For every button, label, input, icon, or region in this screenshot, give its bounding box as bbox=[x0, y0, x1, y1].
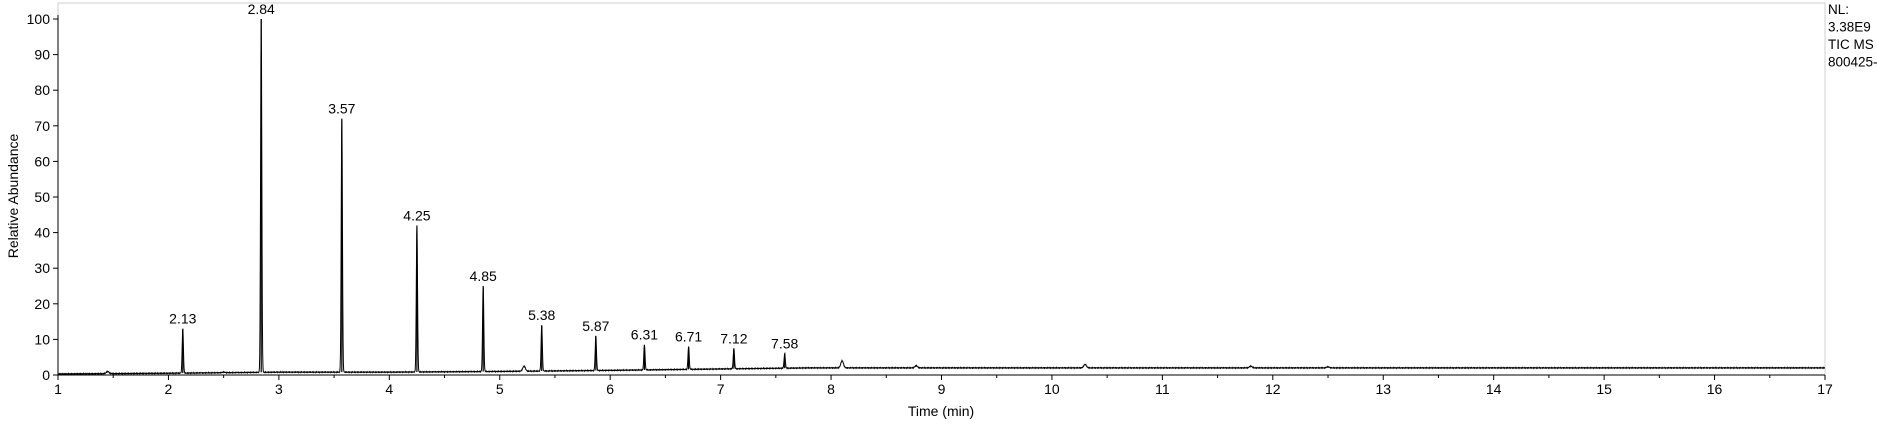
info-line: 800425- bbox=[1828, 55, 1877, 70]
y-axis-ticks: 0 10 20 30 40 50 60 70 80 90 100 bbox=[27, 11, 58, 383]
peak-label: 4.85 bbox=[470, 268, 497, 284]
x-tick-label: 5 bbox=[496, 381, 504, 397]
y-tick-label: 20 bbox=[34, 296, 50, 312]
y-axis-title: Relative Abundance bbox=[5, 134, 21, 259]
x-tick-label: 17 bbox=[1817, 381, 1833, 397]
x-tick-label: 9 bbox=[938, 381, 946, 397]
y-tick-label: 80 bbox=[34, 82, 50, 98]
x-tick-label: 12 bbox=[1265, 381, 1281, 397]
x-tick-label: 7 bbox=[717, 381, 725, 397]
y-tick-label: 70 bbox=[34, 118, 50, 134]
info-line: NL: bbox=[1828, 2, 1849, 17]
y-tick-label: 100 bbox=[27, 11, 51, 27]
tic-trace-line bbox=[57, 19, 1826, 376]
x-axis-title: Time (min) bbox=[908, 403, 974, 419]
y-tick-label: 50 bbox=[34, 189, 50, 205]
x-axis-ticks: 1 2 3 4 5 6 7 8 9 10 11 12 13 14 15 16 17 bbox=[54, 375, 1833, 397]
plot-frame bbox=[57, 2, 1826, 376]
x-tick-label: 13 bbox=[1375, 381, 1391, 397]
peak-label: 2.13 bbox=[169, 311, 196, 327]
y-tick-label: 90 bbox=[34, 47, 50, 63]
y-tick-label: 30 bbox=[34, 260, 50, 276]
x-tick-label: 1 bbox=[54, 381, 62, 397]
y-tick-label: 40 bbox=[34, 225, 50, 241]
x-tick-label: 14 bbox=[1486, 381, 1502, 397]
peak-label: 5.38 bbox=[528, 307, 555, 323]
peak-label: 3.57 bbox=[328, 101, 355, 117]
info-line: 3.38E9 bbox=[1828, 20, 1871, 35]
peak-label: 5.87 bbox=[582, 318, 609, 334]
peak-label: 6.71 bbox=[675, 329, 702, 345]
x-tick-label: 3 bbox=[275, 381, 283, 397]
y-tick-label: 60 bbox=[34, 153, 50, 169]
x-tick-label: 10 bbox=[1044, 381, 1060, 397]
peak-label: 6.31 bbox=[631, 327, 658, 343]
peak-labels: 2.13 2.84 3.57 4.25 4.85 5.38 5.87 6.31 6.71 7.12… bbox=[169, 1, 799, 374]
x-tick-label: 15 bbox=[1596, 381, 1612, 397]
x-tick-label: 8 bbox=[827, 381, 835, 397]
peak-label: 4.25 bbox=[403, 207, 430, 223]
x-tick-label: 4 bbox=[385, 381, 393, 397]
y-tick-label: 0 bbox=[42, 367, 50, 383]
x-tick-label: 6 bbox=[606, 381, 614, 397]
info-line: TIC MS bbox=[1828, 37, 1874, 52]
y-tick-label: 10 bbox=[34, 331, 50, 347]
x-tick-label: 2 bbox=[165, 381, 173, 397]
normalization-info: NL: 3.38E9 TIC MS 800425- bbox=[1828, 2, 1877, 70]
peak-label: 7.58 bbox=[771, 336, 798, 352]
peak-label: 7.12 bbox=[720, 330, 747, 346]
peak-label: 2.84 bbox=[248, 1, 275, 17]
x-tick-label: 11 bbox=[1155, 381, 1170, 397]
x-tick-label: 16 bbox=[1707, 381, 1723, 397]
